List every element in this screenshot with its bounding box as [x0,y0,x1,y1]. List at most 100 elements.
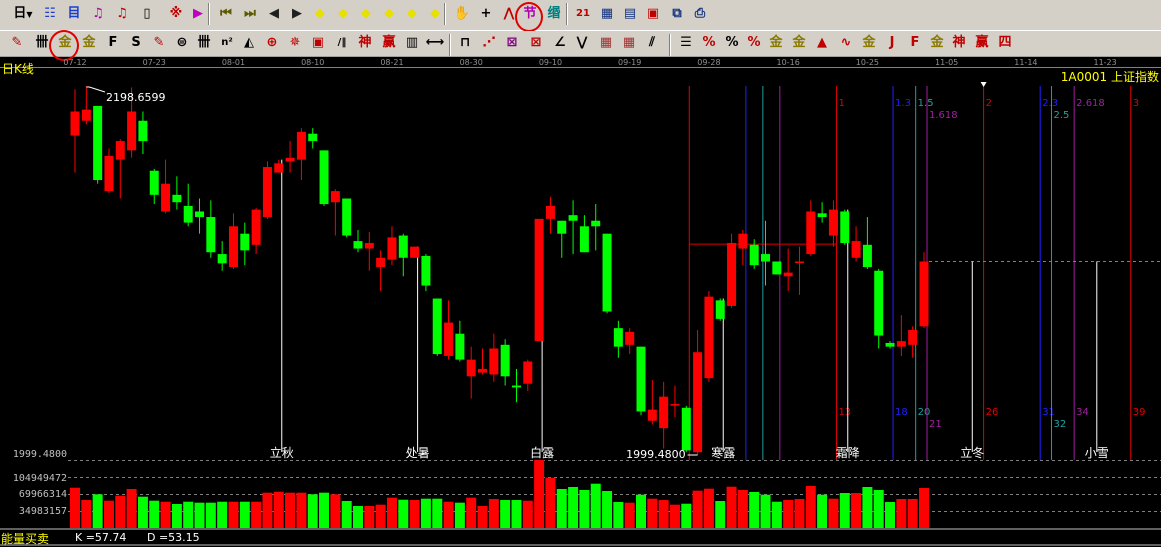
gann-square-icon[interactable]: ⊠ [506,35,518,50]
first-icon[interactable]: ⏮ [220,6,232,21]
slash-lines-icon[interactable]: ⫽ [649,35,655,50]
indicator-k-value: K =57.74 [75,531,127,544]
win-icon[interactable]: 赢 [382,35,396,50]
time-cycle-count-label: 18 [895,407,908,418]
percent-lines-icon[interactable]: % [747,35,761,50]
gold-bar-icon[interactable]: 金 [862,35,876,50]
low-price-marker: 1999.4800 [626,448,686,461]
network-icon[interactable]: ⧉ [672,6,682,21]
volume-bar [522,500,533,528]
sine-icon[interactable]: ∿ [840,35,852,50]
f-angle-icon[interactable]: F [910,35,920,50]
volume-bar [885,502,896,528]
date-tick-label: 08-01 [222,58,245,67]
volume-bar [92,494,103,528]
shrink-icon[interactable]: ◆ [384,6,394,21]
gold-lines-icon[interactable]: 金 [792,35,806,50]
volume-bar [760,494,771,528]
indicator-3-icon[interactable]: ♫ [92,6,104,21]
candle-body [613,328,623,347]
volume-bar [103,500,114,528]
chip-icon[interactable]: 缗 [547,6,561,21]
candle-body [693,352,703,453]
zoom-chart-icon[interactable]: ※ [169,6,183,21]
grid-2-icon[interactable]: ▦ [622,35,636,50]
compass-icon[interactable]: ✵ [289,35,301,50]
gann-grid-icon[interactable]: ⊠ [530,35,542,50]
square-lines-icon[interactable]: n² [221,37,233,48]
left-arrow-icon[interactable]: ◀ [269,6,279,21]
ruler-icon[interactable]: ▥ [405,35,419,50]
win-angle-icon[interactable]: 赢 [975,35,989,50]
candle-body [908,330,918,345]
volume-bar [386,497,397,528]
calendar-icon[interactable]: 21 [576,8,590,19]
volume-bar [658,500,669,528]
notepad-icon[interactable]: ▤ [623,6,637,21]
percent-icon[interactable]: % [725,35,739,50]
target-icon[interactable]: ⊕ [266,35,278,50]
zoom-out-icon[interactable]: ◆ [430,6,440,21]
god-angle-icon[interactable]: 神 [952,35,966,50]
date-tick-label: 07-23 [143,58,166,67]
time-cycle-ratio-label: 1.5 [918,98,934,109]
last-icon[interactable]: ⏭ [244,6,256,21]
volume-bar [217,501,228,528]
kline-chart[interactable]: 07-12 07-23 08-01 08-10 08-21 08-30 09-10 09-19… [0,56,1161,547]
right-arrow-icon[interactable]: ▶ [292,6,302,21]
volume-bar [443,501,454,528]
date-tick-label: 09-19 [618,58,641,67]
printer-icon[interactable]: ⎙ [694,6,706,21]
indicator-9-icon[interactable]: ♫ [116,6,128,21]
candle-body [466,359,476,377]
volume-bar [137,496,148,528]
gann-box-icon[interactable]: ⊓ [459,35,471,50]
grid-icon[interactable]: ▦ [599,35,613,50]
measure-icon[interactable]: ⟷ [425,35,445,50]
candle-body [602,233,612,312]
expand-icon[interactable]: ◆ [361,6,371,21]
fan-icon[interactable]: ✎ [153,35,165,50]
zoom-in-icon[interactable]: ◆ [407,6,417,21]
candle-body [511,385,521,388]
percent-slash-icon[interactable]: % [702,35,716,50]
zigzag-icon[interactable]: ⋁ [576,35,588,50]
gold-circle-icon[interactable]: 金 [769,35,783,50]
fibonacci-icon[interactable]: F [108,35,118,50]
gann-fan-icon[interactable]: ⋰ [482,35,496,50]
date-tick-label: 08-30 [460,58,483,67]
candle-body [376,257,386,268]
parallel-lines-icon[interactable]: 卌 [35,35,49,50]
angle-icon[interactable]: ∠ [554,35,566,50]
j-angle-icon[interactable]: J [889,35,895,50]
calculator-icon[interactable]: ▦ [600,6,614,21]
crosshair-icon[interactable]: + [480,6,492,21]
circle-grid-icon[interactable]: ⊜ [176,35,188,50]
save-icon[interactable]: ▣ [646,6,660,21]
triangle-icon[interactable]: ◭ [244,35,254,50]
box-icon[interactable]: ▣ [311,35,325,50]
cycle-lines-icon[interactable]: 卌 [197,35,211,50]
wave-icon[interactable]: /‖ [337,37,347,48]
god-icon[interactable]: 神 [358,35,372,50]
pen-icon[interactable]: ✎ [11,35,23,50]
move-left-icon[interactable]: ◆ [315,6,325,21]
four-angle-icon[interactable]: 四 [998,35,1012,50]
golden-ratio-2-icon[interactable]: 金 [82,35,96,50]
report-icon[interactable]: 目 [67,6,81,21]
period-selector[interactable]: 日▼ [10,4,36,24]
candle-body [410,246,420,258]
hand-icon[interactable]: ✋ [453,6,471,21]
volume-bar [873,490,884,528]
indicator-name[interactable]: 能量买卖 [1,532,50,546]
gold-angle-icon[interactable]: 金 [930,35,944,50]
flag-icon[interactable]: ▶ [193,6,203,21]
chart-style-icon[interactable]: ☷ [44,6,56,21]
spiral-icon[interactable]: S [131,35,141,50]
list-icon[interactable]: ☰ [680,35,692,50]
candle-body [183,205,193,223]
rocket-icon[interactable]: ▲ [817,35,827,50]
candle-type-icon[interactable]: ▯ [143,6,151,21]
move-right-icon[interactable]: ◆ [338,6,348,21]
polyline-icon[interactable]: ⋀ [503,6,515,21]
